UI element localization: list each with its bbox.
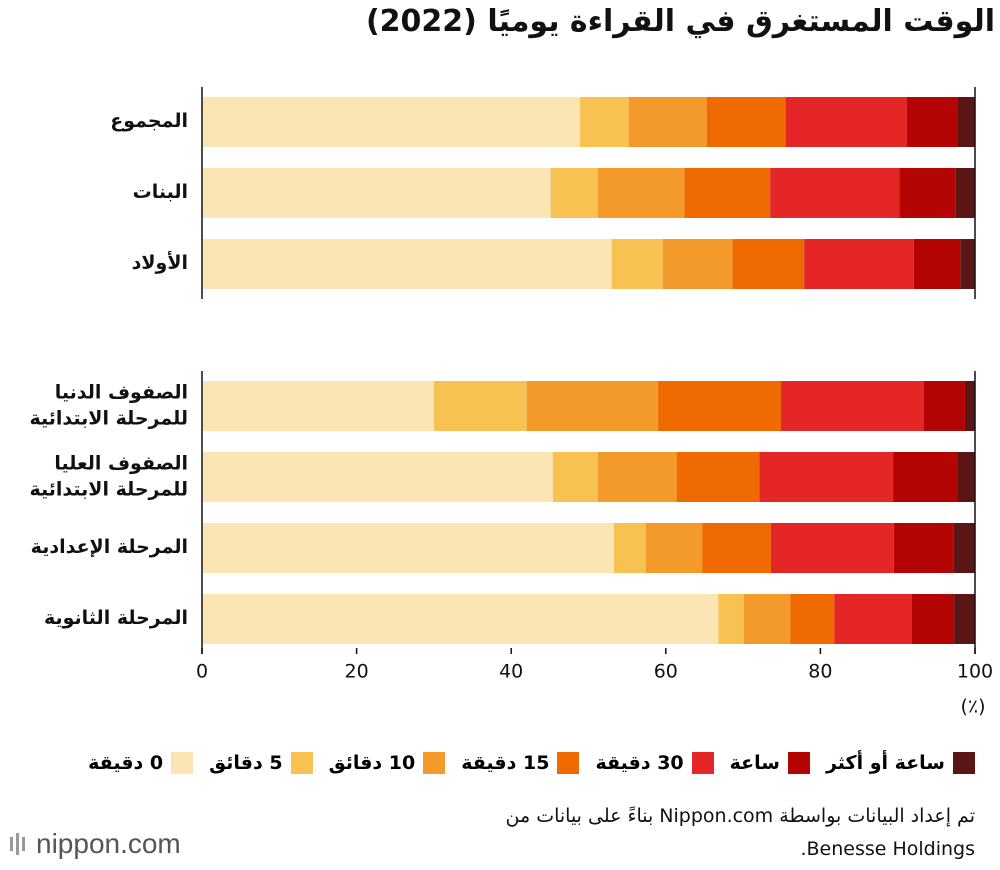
bar-segment: [702, 523, 771, 573]
x-tick-label: 40: [499, 661, 523, 683]
legend-label: 0 دقيقة: [88, 752, 164, 774]
bar-segment: [893, 452, 958, 502]
source-line: Benesse Holdings.: [800, 838, 975, 861]
bar-segment: [202, 381, 434, 431]
bar-segment: [202, 523, 615, 573]
bar-segment: [202, 594, 719, 644]
category-label: الصفوف الدنيا للمرحلة الابتدائية: [29, 381, 189, 429]
bar-segment: [893, 523, 954, 573]
bar-segment: [957, 97, 975, 147]
bar-segment: [628, 97, 707, 147]
bar-segment: [743, 594, 791, 644]
bar-segment: [614, 523, 646, 573]
bar-segment: [658, 381, 781, 431]
category-label: المجموع: [110, 110, 188, 133]
bar-segment: [202, 239, 612, 289]
bar-segment: [804, 239, 914, 289]
category-label: البنات: [132, 181, 188, 204]
bar-segment: [611, 239, 663, 289]
bar-segment: [732, 239, 805, 289]
legend-label: 30 دقيقة: [595, 752, 684, 774]
legend-item: 5 دقائق: [209, 752, 313, 774]
legend-swatch: [290, 752, 313, 774]
category-label: المرحلة الإعدادية: [30, 536, 188, 559]
source: تم إعداد البيانات بواسطة Nippon.com بناء…: [506, 800, 975, 867]
legend-label: 10 دقائق: [328, 752, 416, 774]
x-tick-label: 60: [654, 661, 678, 683]
legend-label: 15 دقيقة: [461, 752, 550, 774]
legend-item: 0 دقيقة: [88, 752, 194, 774]
legend-label: 5 دقائق: [209, 752, 283, 774]
bar-segment: [645, 523, 703, 573]
bar-segment: [770, 168, 900, 218]
x-axis-label: (٪): [960, 696, 985, 718]
bar-segment: [676, 452, 760, 502]
bar-segment: [964, 381, 975, 431]
bar-segment: [662, 239, 733, 289]
bar-segment: [834, 594, 912, 644]
legend-item: ساعة: [730, 752, 810, 774]
chart-title: الوقت المستغرق في القراءة يوميًا (2022): [365, 4, 995, 39]
bar-segment: [790, 594, 835, 644]
source-line: تم إعداد البيانات بواسطة Nippon.com بناء…: [505, 805, 975, 827]
bar-segment: [597, 452, 677, 502]
bar-segment: [202, 452, 553, 502]
bar-segment: [202, 168, 551, 218]
legend-swatch: [171, 752, 194, 774]
category-label: الصفوف العليا للمرحلة الابتدائية: [29, 452, 189, 500]
bar-segment: [780, 381, 924, 431]
bar-segment: [550, 168, 598, 218]
bar-segment: [433, 381, 527, 431]
x-tick-label: 80: [808, 661, 832, 683]
bar-segment: [960, 239, 975, 289]
bar-segment: [597, 168, 685, 218]
bar-segment: [684, 168, 771, 218]
x-tick-label: 100: [957, 661, 993, 683]
logo-icon: [10, 833, 25, 855]
bar-segment: [202, 97, 580, 147]
legend-item: ساعة أو أكثر: [826, 752, 975, 774]
category-label: الأولاد: [131, 252, 188, 275]
legend-item: 10 دقائق: [329, 752, 446, 774]
bar-segment: [706, 97, 786, 147]
legend-item: 30 دقيقة: [595, 752, 714, 774]
legend-item: 15 دقيقة: [461, 752, 580, 774]
bar-segment: [913, 239, 961, 289]
bar-segment: [954, 594, 975, 644]
legend-swatch: [557, 752, 580, 774]
legend-label: ساعة: [729, 752, 780, 774]
bar-segment: [906, 97, 958, 147]
legend-swatch: [953, 752, 975, 774]
legend-swatch: [423, 752, 446, 774]
category-label: المرحلة الثانوية: [43, 607, 188, 630]
logo: nippon.com: [8, 828, 181, 860]
bar-segment: [923, 381, 965, 431]
bar-segment: [770, 523, 894, 573]
bar-segment: [718, 594, 744, 644]
bar-segment: [552, 452, 598, 502]
bar-segment: [911, 594, 955, 644]
bar-segment: [955, 168, 975, 218]
bar-segment: [953, 523, 975, 573]
bar-segment: [899, 168, 956, 218]
legend-swatch: [691, 752, 714, 774]
x-tick-label: 0: [196, 661, 208, 683]
legend: ساعة أو أكثر ساعة 30 دقيقة 15 دقيقة 10 دقائق…: [88, 752, 975, 774]
logo-text: nippon.com: [36, 828, 181, 859]
bar-segment: [526, 381, 659, 431]
legend-swatch: [787, 752, 810, 774]
legend-label: ساعة أو أكثر: [825, 752, 945, 774]
bar-segment: [957, 452, 975, 502]
bar-segment: [579, 97, 629, 147]
bar-segment: [785, 97, 907, 147]
bar-segment: [759, 452, 894, 502]
x-tick-label: 20: [345, 661, 369, 683]
